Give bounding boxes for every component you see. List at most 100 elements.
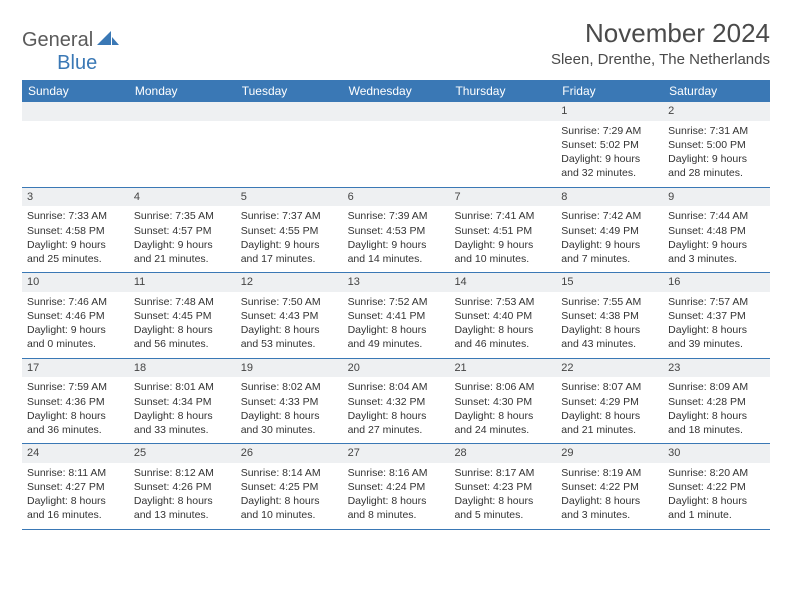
daylight-text: Daylight: 8 hours: [134, 494, 231, 508]
day-number: 5: [236, 188, 343, 207]
daylight-text: and 27 minutes.: [348, 423, 445, 437]
daylight-text: Daylight: 9 hours: [348, 238, 445, 252]
week-row: 3Sunrise: 7:33 AMSunset: 4:58 PMDaylight…: [22, 188, 770, 274]
day-cell: 11Sunrise: 7:48 AMSunset: 4:45 PMDayligh…: [129, 273, 236, 358]
sunrise-text: Sunrise: 7:39 AM: [348, 209, 445, 223]
sunset-text: Sunset: 4:36 PM: [27, 395, 124, 409]
daylight-text: Daylight: 8 hours: [668, 494, 765, 508]
daylight-text: Daylight: 9 hours: [27, 323, 124, 337]
dow-cell: Friday: [556, 80, 663, 102]
day-cell: 19Sunrise: 8:02 AMSunset: 4:33 PMDayligh…: [236, 359, 343, 444]
day-info: Sunrise: 7:57 AMSunset: 4:37 PMDaylight:…: [668, 295, 765, 352]
daylight-text: Daylight: 9 hours: [454, 238, 551, 252]
day-info: Sunrise: 7:42 AMSunset: 4:49 PMDaylight:…: [561, 209, 658, 266]
day-number: 14: [449, 273, 556, 292]
day-info: Sunrise: 7:37 AMSunset: 4:55 PMDaylight:…: [241, 209, 338, 266]
sunset-text: Sunset: 4:53 PM: [348, 224, 445, 238]
day-info: Sunrise: 7:55 AMSunset: 4:38 PMDaylight:…: [561, 295, 658, 352]
sunrise-text: Sunrise: 7:57 AM: [668, 295, 765, 309]
day-cell: 20Sunrise: 8:04 AMSunset: 4:32 PMDayligh…: [343, 359, 450, 444]
sunset-text: Sunset: 4:25 PM: [241, 480, 338, 494]
empty-daynum-bar: [129, 102, 236, 121]
day-cell: 24Sunrise: 8:11 AMSunset: 4:27 PMDayligh…: [22, 444, 129, 529]
day-info: Sunrise: 7:44 AMSunset: 4:48 PMDaylight:…: [668, 209, 765, 266]
day-number: 10: [22, 273, 129, 292]
day-cell: 12Sunrise: 7:50 AMSunset: 4:43 PMDayligh…: [236, 273, 343, 358]
day-cell: 18Sunrise: 8:01 AMSunset: 4:34 PMDayligh…: [129, 359, 236, 444]
sunset-text: Sunset: 4:30 PM: [454, 395, 551, 409]
sunset-text: Sunset: 4:41 PM: [348, 309, 445, 323]
day-of-week-header: SundayMondayTuesdayWednesdayThursdayFrid…: [22, 80, 770, 102]
sunset-text: Sunset: 4:48 PM: [668, 224, 765, 238]
month-title: November 2024: [551, 18, 770, 49]
dow-cell: Sunday: [22, 80, 129, 102]
day-cell: 10Sunrise: 7:46 AMSunset: 4:46 PMDayligh…: [22, 273, 129, 358]
daylight-text: and 13 minutes.: [134, 508, 231, 522]
day-cell: 1Sunrise: 7:29 AMSunset: 5:02 PMDaylight…: [556, 102, 663, 187]
sunrise-text: Sunrise: 7:59 AM: [27, 380, 124, 394]
sunrise-text: Sunrise: 8:12 AM: [134, 466, 231, 480]
daylight-text: Daylight: 8 hours: [561, 494, 658, 508]
daylight-text: Daylight: 8 hours: [134, 409, 231, 423]
day-cell: 27Sunrise: 8:16 AMSunset: 4:24 PMDayligh…: [343, 444, 450, 529]
day-cell: 26Sunrise: 8:14 AMSunset: 4:25 PMDayligh…: [236, 444, 343, 529]
daylight-text: and 49 minutes.: [348, 337, 445, 351]
calendar-page: General Blue November 2024 Sleen, Drenth…: [0, 0, 792, 548]
sunset-text: Sunset: 4:43 PM: [241, 309, 338, 323]
sunset-text: Sunset: 4:37 PM: [668, 309, 765, 323]
sunrise-text: Sunrise: 8:09 AM: [668, 380, 765, 394]
day-number: 26: [236, 444, 343, 463]
calendar-grid: SundayMondayTuesdayWednesdayThursdayFrid…: [22, 80, 770, 530]
day-number: 15: [556, 273, 663, 292]
daylight-text: and 16 minutes.: [27, 508, 124, 522]
sunset-text: Sunset: 5:02 PM: [561, 138, 658, 152]
daylight-text: and 46 minutes.: [454, 337, 551, 351]
day-cell: 21Sunrise: 8:06 AMSunset: 4:30 PMDayligh…: [449, 359, 556, 444]
day-cell: 14Sunrise: 7:53 AMSunset: 4:40 PMDayligh…: [449, 273, 556, 358]
daylight-text: and 14 minutes.: [348, 252, 445, 266]
day-cell: 9Sunrise: 7:44 AMSunset: 4:48 PMDaylight…: [663, 188, 770, 273]
day-number: 30: [663, 444, 770, 463]
day-info: Sunrise: 7:41 AMSunset: 4:51 PMDaylight:…: [454, 209, 551, 266]
day-cell: 4Sunrise: 7:35 AMSunset: 4:57 PMDaylight…: [129, 188, 236, 273]
daylight-text: and 18 minutes.: [668, 423, 765, 437]
empty-daynum-bar: [449, 102, 556, 121]
day-info: Sunrise: 8:09 AMSunset: 4:28 PMDaylight:…: [668, 380, 765, 437]
day-number: 8: [556, 188, 663, 207]
daylight-text: Daylight: 9 hours: [27, 238, 124, 252]
daylight-text: Daylight: 8 hours: [134, 323, 231, 337]
day-info: Sunrise: 7:39 AMSunset: 4:53 PMDaylight:…: [348, 209, 445, 266]
day-number: 1: [556, 102, 663, 121]
day-number: 11: [129, 273, 236, 292]
daylight-text: and 33 minutes.: [134, 423, 231, 437]
daylight-text: and 21 minutes.: [134, 252, 231, 266]
daylight-text: and 56 minutes.: [134, 337, 231, 351]
sunset-text: Sunset: 4:24 PM: [348, 480, 445, 494]
sunrise-text: Sunrise: 7:42 AM: [561, 209, 658, 223]
sunrise-text: Sunrise: 8:16 AM: [348, 466, 445, 480]
sunset-text: Sunset: 4:23 PM: [454, 480, 551, 494]
empty-daynum-bar: [22, 102, 129, 121]
day-number: 19: [236, 359, 343, 378]
daylight-text: Daylight: 9 hours: [561, 238, 658, 252]
sunset-text: Sunset: 4:58 PM: [27, 224, 124, 238]
sunset-text: Sunset: 4:26 PM: [134, 480, 231, 494]
daylight-text: and 24 minutes.: [454, 423, 551, 437]
day-info: Sunrise: 8:04 AMSunset: 4:32 PMDaylight:…: [348, 380, 445, 437]
sunset-text: Sunset: 4:55 PM: [241, 224, 338, 238]
daylight-text: and 28 minutes.: [668, 166, 765, 180]
empty-cell: [236, 102, 343, 187]
day-cell: 16Sunrise: 7:57 AMSunset: 4:37 PMDayligh…: [663, 273, 770, 358]
daylight-text: and 8 minutes.: [348, 508, 445, 522]
daylight-text: and 25 minutes.: [27, 252, 124, 266]
day-number: 28: [449, 444, 556, 463]
sunset-text: Sunset: 4:45 PM: [134, 309, 231, 323]
sunrise-text: Sunrise: 7:55 AM: [561, 295, 658, 309]
daylight-text: Daylight: 8 hours: [27, 409, 124, 423]
day-info: Sunrise: 7:33 AMSunset: 4:58 PMDaylight:…: [27, 209, 124, 266]
daylight-text: Daylight: 8 hours: [241, 323, 338, 337]
sunset-text: Sunset: 4:49 PM: [561, 224, 658, 238]
sunset-text: Sunset: 5:00 PM: [668, 138, 765, 152]
sunset-text: Sunset: 4:46 PM: [27, 309, 124, 323]
sunrise-text: Sunrise: 8:06 AM: [454, 380, 551, 394]
